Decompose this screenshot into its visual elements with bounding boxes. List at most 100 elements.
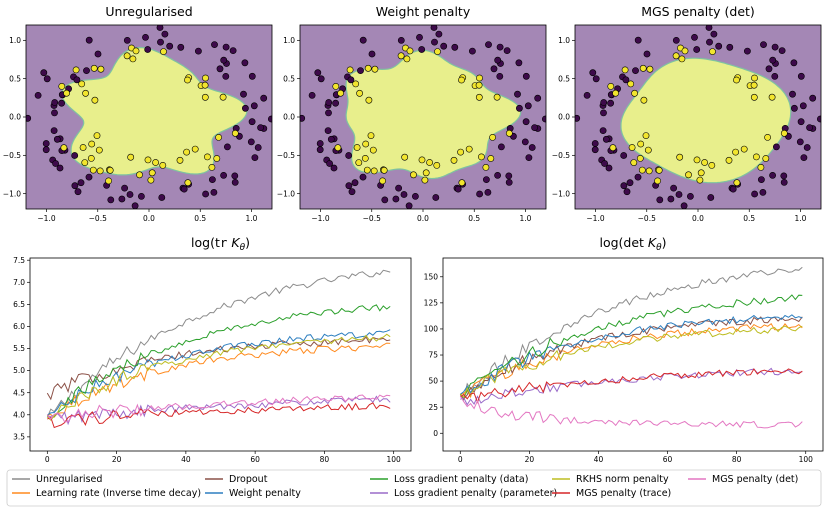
scatter-point: [583, 92, 591, 99]
scatter-point: [768, 93, 776, 101]
y-tick-label: 150: [424, 272, 439, 281]
scatter-point: [363, 166, 371, 174]
scatter-point: [623, 188, 631, 196]
scatter-point: [621, 66, 629, 74]
scatter-point: [231, 178, 239, 186]
scatter-point: [411, 192, 419, 200]
scatter-point: [764, 133, 771, 141]
scatter-point: [636, 154, 644, 162]
scatter-point: [609, 144, 617, 152]
series-line: [459, 316, 803, 401]
y-tick-label: 6.5: [13, 300, 25, 309]
scatter-point: [406, 47, 414, 55]
scatter-point: [229, 47, 237, 54]
x-tick-label: 0.5: [468, 214, 480, 223]
scatter-point: [759, 188, 767, 196]
scatter-point: [316, 140, 324, 147]
y-tick-label: 0.0: [283, 113, 295, 122]
y-tick-label: 50: [428, 377, 438, 386]
scatter-points: [575, 25, 821, 209]
y-tick-label: 4.5: [13, 388, 25, 397]
x-tick-label: −1.0: [311, 214, 329, 223]
scatter-point: [482, 163, 490, 171]
scatter-point: [675, 191, 683, 198]
scatter-point: [359, 173, 367, 181]
scatter-point: [468, 47, 476, 55]
scatter-point: [525, 154, 533, 161]
scatter-point: [359, 36, 367, 44]
scatter-point: [400, 191, 408, 198]
scatter-point: [71, 152, 79, 159]
decision-region: [620, 57, 792, 184]
y-tick-label: −0.5: [3, 151, 21, 160]
scatter-point: [715, 42, 723, 50]
scatter-point: [51, 99, 59, 106]
scatter-point: [522, 118, 530, 126]
scatter-point: [166, 42, 174, 50]
scatter-point: [81, 159, 89, 166]
scatter-points: [26, 25, 272, 209]
scatter-point: [701, 159, 708, 166]
series-line: [460, 322, 803, 399]
scatter-point: [96, 167, 104, 175]
scatter-point: [85, 173, 93, 181]
x-tick-label: −0.5: [638, 214, 656, 223]
scatter-point: [751, 74, 758, 82]
scatter-point: [505, 129, 513, 137]
scatter-point: [667, 195, 675, 203]
scatter-point: [732, 148, 739, 156]
scatter-point: [355, 159, 363, 166]
scatter-point: [485, 41, 492, 48]
scatter-point: [431, 38, 438, 46]
scatter-point: [85, 36, 93, 44]
series-line: [47, 402, 391, 429]
x-tick-label: 40: [181, 455, 191, 464]
scatter-point: [308, 92, 316, 99]
scatter-point: [317, 75, 325, 83]
scatter-point: [73, 76, 81, 84]
scatter-point: [324, 127, 332, 135]
scatter-point: [397, 52, 405, 60]
scatter-point: [260, 94, 268, 102]
x-tick-label: 20: [112, 455, 122, 464]
legend-label: Dropout: [229, 474, 268, 485]
scatter-point: [63, 89, 70, 97]
scatter-point: [325, 109, 332, 117]
scatter-point: [607, 83, 615, 90]
scatter-point: [240, 90, 247, 98]
scatter-point: [334, 144, 342, 152]
legend-item: RKHS norm penalty: [552, 474, 669, 485]
y-tick-label: 5.0: [13, 366, 25, 375]
scatter-point: [42, 140, 50, 147]
scatter-point: [361, 154, 369, 162]
y-tick-label: 0.0: [9, 113, 21, 122]
scatter-point: [451, 43, 459, 51]
scatter-point: [435, 30, 443, 38]
scatter-point: [74, 188, 82, 196]
scatter-point: [803, 144, 811, 151]
scatter-point: [780, 129, 788, 137]
scatter-point: [634, 36, 642, 44]
scatter-point: [454, 185, 462, 193]
scatter-point: [223, 143, 231, 151]
scatter-point: [347, 76, 355, 84]
scatter-point: [505, 172, 513, 180]
scatter-point: [42, 146, 50, 154]
scatter-point: [158, 194, 166, 201]
scatter-point: [687, 192, 694, 200]
scatter-point: [769, 56, 777, 64]
scatter-point: [215, 133, 222, 141]
scatter-point: [482, 176, 490, 183]
scatter-point: [670, 184, 677, 192]
legend-label: MGS penalty (det): [712, 474, 798, 485]
scatter-point: [368, 50, 376, 58]
scatter-point: [654, 177, 661, 185]
legend-item: MGS penalty (trace): [552, 488, 671, 499]
scatter-point: [40, 69, 48, 77]
decision-region: [345, 49, 522, 180]
scatter-point: [52, 160, 59, 167]
scatter-point: [740, 145, 748, 153]
scatter-panel-3: −1.0 −0.5 0.0 0.5 1.0 1.0 0.5 0.0 −0.5 −1.0 MGS pe…: [552, 4, 822, 223]
y-tick-label: 0.5: [9, 74, 21, 83]
scatter-point: [681, 47, 689, 55]
